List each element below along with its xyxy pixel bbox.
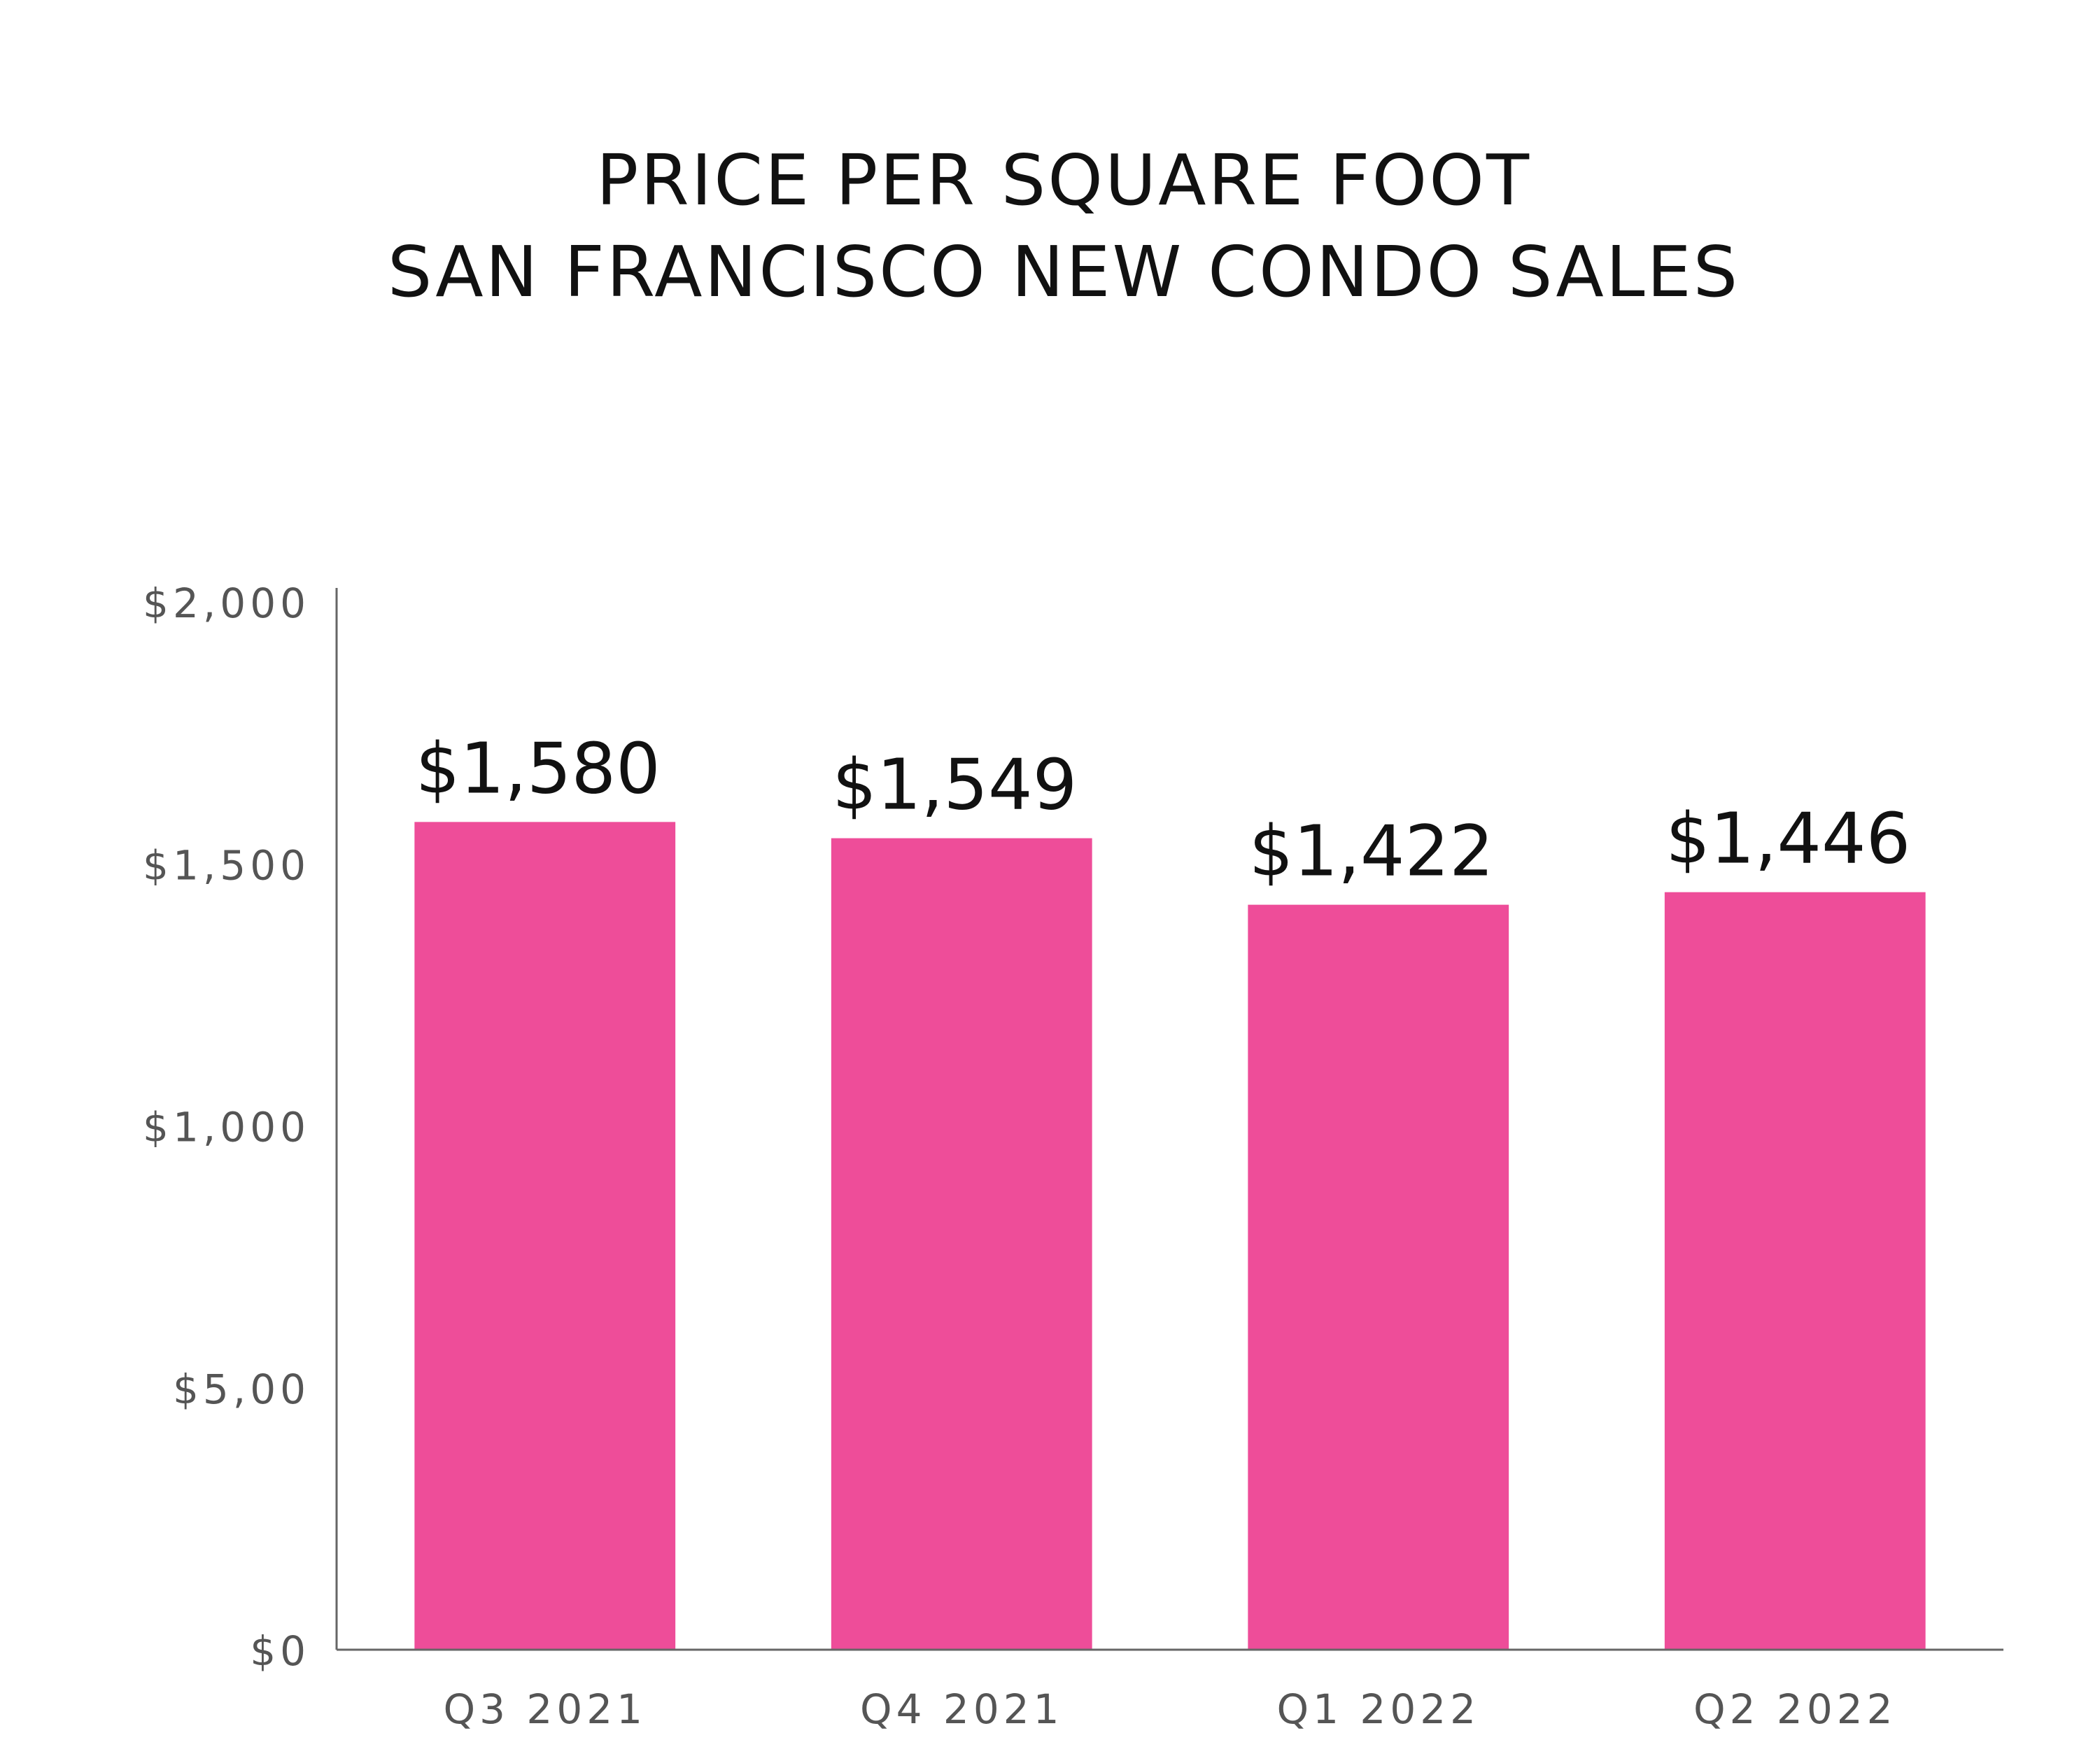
chart-subtitle: SAN FRANCISCO NEW CONDO SALES bbox=[388, 231, 1740, 313]
value-label: $1,446 bbox=[1665, 798, 1910, 880]
bar bbox=[1248, 904, 1509, 1650]
chart-title: PRICE PER SQUARE FOOT bbox=[596, 139, 1531, 221]
x-tick-label: Q4 2021 bbox=[860, 1685, 1064, 1733]
x-tick-label: Q3 2021 bbox=[443, 1685, 647, 1733]
y-tick-label: $1,500 bbox=[143, 841, 310, 889]
value-label: $1,580 bbox=[416, 727, 661, 809]
bar bbox=[1664, 892, 1926, 1650]
y-tick-label: $2,000 bbox=[143, 580, 310, 627]
bar bbox=[414, 822, 676, 1650]
y-tick-label: $1,000 bbox=[143, 1104, 310, 1151]
value-label: $1,549 bbox=[832, 744, 1077, 826]
x-tick-label: Q2 2022 bbox=[1693, 1685, 1897, 1733]
bar bbox=[831, 838, 1092, 1650]
value-label: $1,422 bbox=[1249, 811, 1494, 892]
x-tick-label: Q1 2022 bbox=[1276, 1685, 1480, 1733]
y-tick-label: $0 bbox=[250, 1627, 310, 1675]
y-tick-label: $5,00 bbox=[173, 1366, 310, 1413]
